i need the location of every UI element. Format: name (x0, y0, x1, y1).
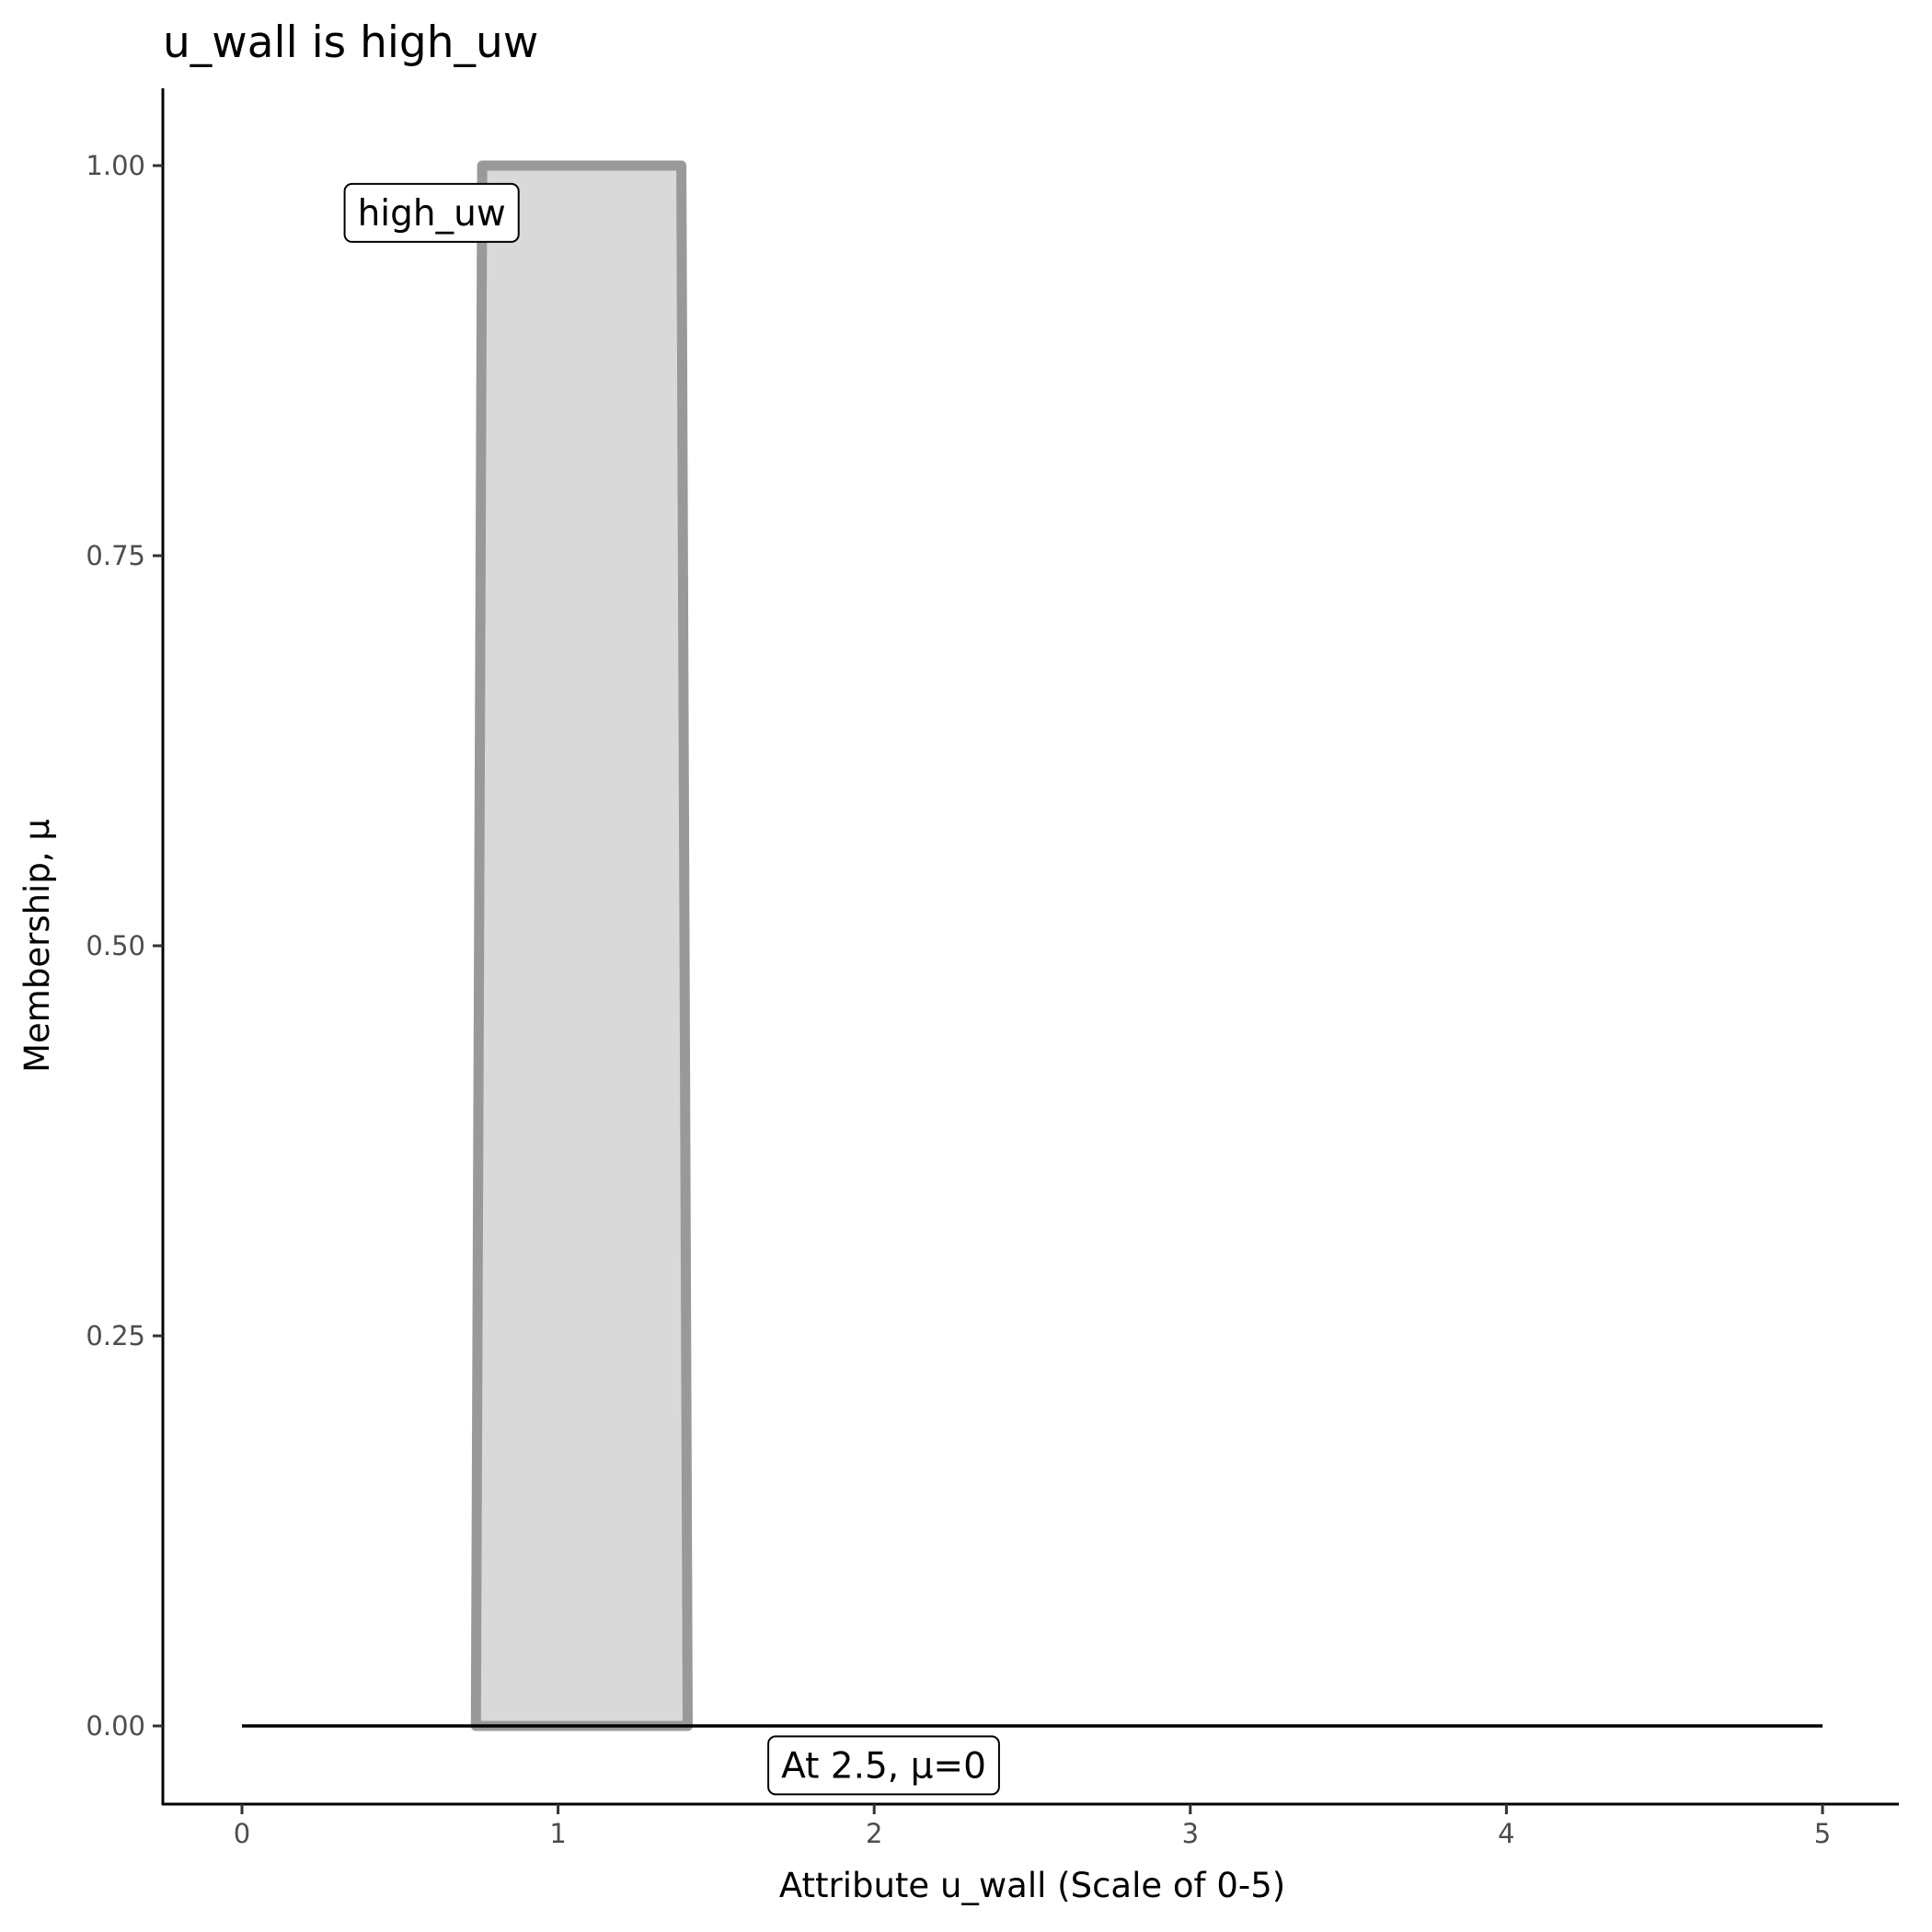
x-tick-label: 4 (1498, 1818, 1514, 1849)
y-tick-label: 0.00 (86, 1710, 145, 1742)
y-tick-label: 0.50 (86, 930, 145, 961)
annotation-text: At 2.5, μ=0 (781, 1745, 986, 1787)
x-tick-label: 2 (866, 1818, 882, 1849)
y-tick-label: 0.25 (86, 1320, 145, 1351)
y-tick-label: 1.00 (86, 150, 145, 181)
x-tick-label: 5 (1814, 1818, 1831, 1849)
annotation-text: high_uw (358, 193, 506, 235)
chart-title: u_wall is high_uw (163, 17, 538, 68)
x-tick-label: 3 (1182, 1818, 1199, 1849)
y-ticks: 0.00 0.25 0.50 0.75 1.00 (86, 150, 163, 1742)
x-ticks: 0 1 2 3 4 5 (234, 1804, 1831, 1849)
annotation-label: At 2.5, μ=0 (767, 1735, 1000, 1796)
annotation-box (767, 1735, 1000, 1796)
annotations: high_uw At 2.5, μ=0 (343, 182, 1000, 1796)
x-axis-title: Attribute u_wall (Scale of 0-5) (779, 1866, 1285, 1905)
plot-area (242, 160, 1823, 1731)
membership-area-high_uw (470, 160, 693, 1731)
x-tick-label: 0 (234, 1818, 250, 1849)
y-tick-label: 0.75 (86, 540, 145, 571)
annotation-label: high_uw (343, 182, 520, 243)
annotation-box (343, 182, 520, 243)
x-tick-label: 1 (549, 1818, 566, 1849)
y-axis-title: Membership, μ (17, 819, 57, 1073)
